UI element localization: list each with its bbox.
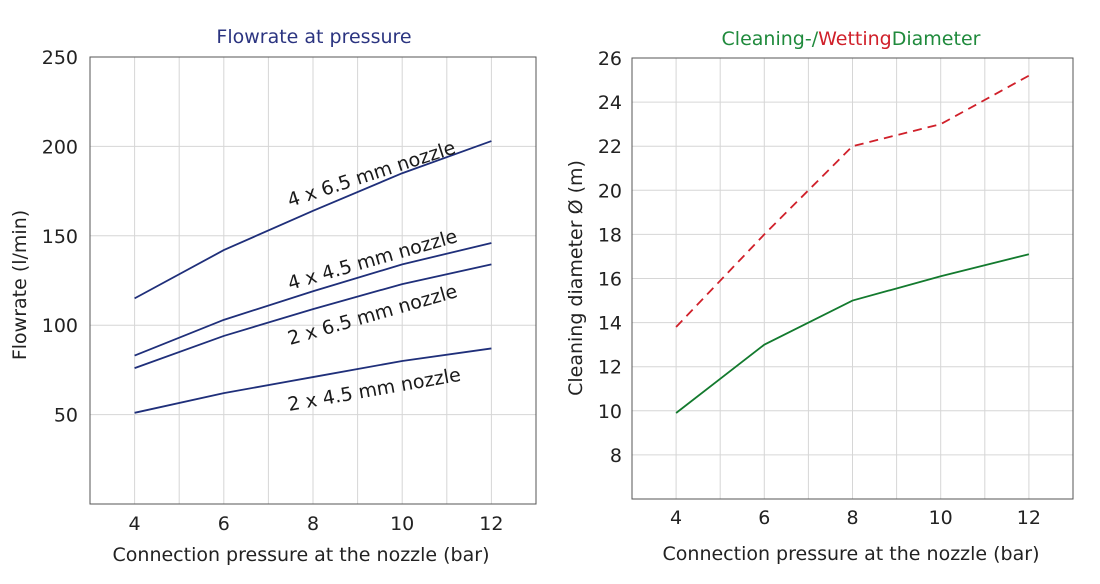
series-line-1-1 [675, 253, 1030, 414]
x-tick-label: 12 [479, 513, 503, 535]
series-line-1-0 [675, 74, 1030, 328]
x-tick-label: 4 [670, 507, 682, 529]
y-tick-label: 12 [598, 357, 622, 379]
y-tick-label: 24 [598, 92, 622, 114]
title-part-cleaning: Cleaning-/ [722, 28, 819, 50]
title-part-diameter: Diameter [892, 28, 981, 50]
y-tick-label: 26 [598, 48, 622, 70]
x-tick-label: 6 [218, 513, 230, 535]
series-label-4x6.5: 4 x 6.5 mm nozzle [285, 137, 459, 212]
y-tick-label: 50 [54, 405, 78, 427]
cleaning-plot-frame [631, 57, 1074, 500]
y-tick-label: 14 [598, 313, 622, 335]
y-tick-label: 200 [42, 136, 78, 158]
y-tick-label: 18 [598, 224, 622, 246]
y-tick-label: 10 [598, 401, 622, 423]
series-line-0-2 [134, 263, 492, 369]
x-tick-label: 8 [846, 507, 858, 529]
flowrate-chart-title: Flowrate at pressure [216, 26, 411, 48]
flowrate-x-axis-label: Connection pressure at the nozzle (bar) [113, 544, 490, 566]
y-tick-label: 150 [42, 226, 78, 248]
x-tick-label: 8 [307, 513, 319, 535]
flowrate-plot-frame [89, 56, 537, 505]
y-tick-label: 250 [42, 47, 78, 69]
series-line-0-1 [134, 242, 492, 357]
title-part-wetting: Wetting [818, 28, 892, 50]
y-tick-label: 100 [42, 315, 78, 337]
series-line-0-3 [134, 347, 492, 414]
x-tick-label: 4 [129, 513, 141, 535]
series-line-0-0 [134, 140, 492, 300]
cleaning-diameter-chart: Cleaning-/WettingDiameter 4 6 8 10 12 8 10 12 14… [565, 28, 1074, 565]
y-tick-label: 8 [610, 445, 622, 467]
y-tick-label: 20 [598, 180, 622, 202]
y-tick-label: 22 [598, 136, 622, 158]
cleaning-y-axis-label: Cleaning diameter Ø (m) [565, 160, 587, 396]
flowrate-chart: Flowrate at pressure 4 6 8 10 12 50 100 150 200 2… [9, 26, 537, 566]
x-tick-label: 10 [929, 507, 953, 529]
cleaning-x-axis-label: Connection pressure at the nozzle (bar) [663, 543, 1040, 565]
cleaning-chart-title: Cleaning-/WettingDiameter [722, 28, 981, 50]
x-tick-label: 6 [758, 507, 770, 529]
flowrate-y-axis-label: Flowrate (l/min) [9, 210, 31, 360]
x-tick-label: 12 [1017, 507, 1041, 529]
series-label-2x6.5: 2 x 6.5 mm nozzle [285, 280, 460, 349]
x-tick-label: 10 [390, 513, 414, 535]
y-tick-label: 16 [598, 269, 622, 291]
